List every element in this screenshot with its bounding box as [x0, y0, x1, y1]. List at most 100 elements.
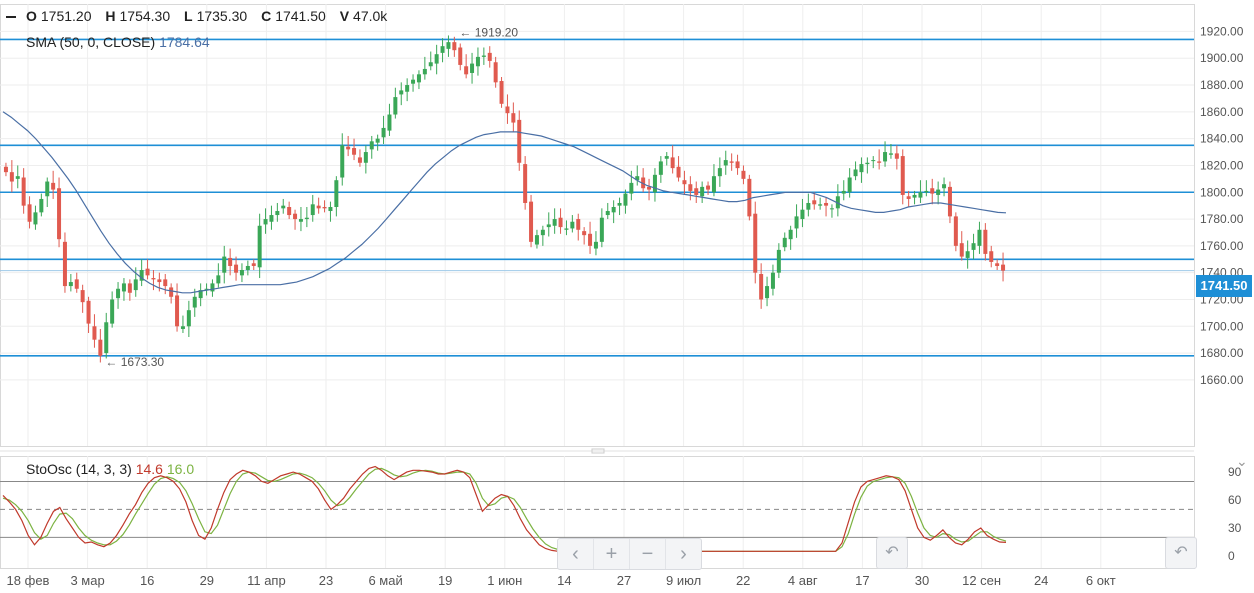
date-tick-label: 30 — [915, 573, 929, 588]
candle-body — [157, 279, 162, 283]
candle-body — [192, 296, 197, 308]
candle-body — [989, 251, 994, 262]
candle-body — [186, 310, 191, 327]
candle-body — [399, 90, 404, 95]
candle-body — [711, 176, 716, 193]
candle-body — [110, 299, 115, 324]
candle-body — [652, 174, 657, 193]
candle-body — [393, 97, 398, 115]
candle-body — [464, 66, 469, 75]
close-value: 1741.50 — [275, 8, 326, 24]
candle-body — [204, 288, 209, 290]
price-tick-label: 1880.00 — [1200, 78, 1244, 92]
candle-body — [352, 148, 357, 155]
candle-body — [151, 278, 156, 280]
date-tick-label: 18 фев — [7, 573, 50, 588]
sto-label: StoOsc (14, 3, 3) — [26, 461, 132, 477]
candle-body — [540, 229, 545, 236]
candle-body — [475, 56, 480, 67]
candle-body — [198, 290, 203, 299]
candle-body — [735, 161, 740, 169]
candle-body — [9, 172, 14, 182]
zoom-out-icon[interactable]: − — [630, 539, 666, 569]
candle-body — [930, 188, 935, 194]
candle-body — [92, 326, 97, 340]
candle-body — [588, 233, 593, 246]
candle-body — [682, 180, 687, 185]
candle-body — [611, 207, 616, 213]
candle-body — [163, 279, 168, 287]
candle-body — [68, 282, 73, 287]
sto-legend: StoOsc (14, 3, 3) 14.6 16.0 — [26, 461, 194, 477]
date-tick-label: 17 — [855, 573, 869, 588]
reset-icon[interactable]: ↶ — [1165, 537, 1197, 569]
candle-body — [729, 161, 734, 163]
candle-body — [658, 161, 663, 175]
zoom-in-icon[interactable]: + — [594, 539, 630, 569]
reset-icon[interactable]: ↶ — [876, 537, 908, 569]
candle-body — [381, 127, 386, 138]
candle-body — [593, 241, 598, 249]
candle-body — [145, 268, 150, 276]
candle-body — [670, 157, 675, 169]
candle-body — [287, 207, 292, 216]
candle-body — [1001, 264, 1006, 271]
candle-body — [434, 54, 439, 64]
candle-body — [953, 216, 958, 246]
candle-body — [139, 269, 144, 281]
menu-dash-icon[interactable] — [6, 16, 16, 18]
candle-body — [57, 188, 62, 240]
price-tick-label: 1820.00 — [1200, 158, 1244, 172]
extreme-price-annotation: ← 1673.30 — [105, 355, 164, 369]
candle-body — [328, 207, 333, 212]
chart-nav-toolbar: ‹ + − › — [557, 538, 702, 570]
price-tick-label: 1920.00 — [1200, 24, 1244, 38]
candle-body — [888, 153, 893, 155]
candle-body — [481, 55, 486, 57]
candle-body — [169, 287, 174, 297]
date-tick-label: 29 — [200, 573, 214, 588]
panel-resize-grip — [591, 448, 605, 454]
price-tick-label: 1800.00 — [1200, 185, 1244, 199]
candle-body — [3, 166, 8, 173]
chevron-right-icon[interactable]: › — [680, 543, 687, 565]
price-tick-label: 1760.00 — [1200, 239, 1244, 253]
candle-body — [824, 202, 829, 206]
candle-body — [829, 208, 834, 210]
candle-body — [80, 290, 85, 303]
candle-body — [322, 207, 327, 209]
sma-label: SMA (50, 0, CLOSE) — [26, 34, 156, 50]
candle-body — [759, 274, 764, 300]
candle-body — [440, 46, 445, 53]
candle-body — [257, 225, 262, 268]
candle-body — [647, 186, 652, 190]
candle-body — [27, 204, 32, 222]
price-tick-label: 1900.00 — [1200, 51, 1244, 65]
candle-body — [316, 205, 321, 209]
candle-body — [641, 177, 646, 189]
candle-body — [517, 119, 522, 163]
candle-body — [416, 74, 421, 83]
candle-body — [818, 204, 823, 206]
date-tick-label: 6 май — [368, 573, 402, 588]
date-tick-label: 3 мар — [70, 573, 104, 588]
candle-body — [529, 201, 534, 242]
chevron-left-icon[interactable]: ‹ — [558, 539, 594, 569]
candle-body — [599, 217, 604, 242]
open-value: 1751.20 — [40, 8, 92, 24]
sto-tick-label: 60 — [1228, 493, 1242, 507]
candle-body — [534, 235, 539, 245]
candle-body — [33, 212, 38, 225]
sma-value: 1784.64 — [159, 34, 210, 50]
candle-body — [965, 251, 970, 258]
candle-body — [228, 257, 233, 266]
candle-body — [664, 156, 669, 159]
candle-body — [346, 146, 351, 150]
candle-body — [794, 216, 799, 229]
candle-body — [617, 202, 622, 206]
price-tick-label: 1680.00 — [1200, 346, 1244, 360]
candle-body — [841, 190, 846, 194]
candle-body — [924, 190, 929, 193]
candle-body — [688, 184, 693, 191]
